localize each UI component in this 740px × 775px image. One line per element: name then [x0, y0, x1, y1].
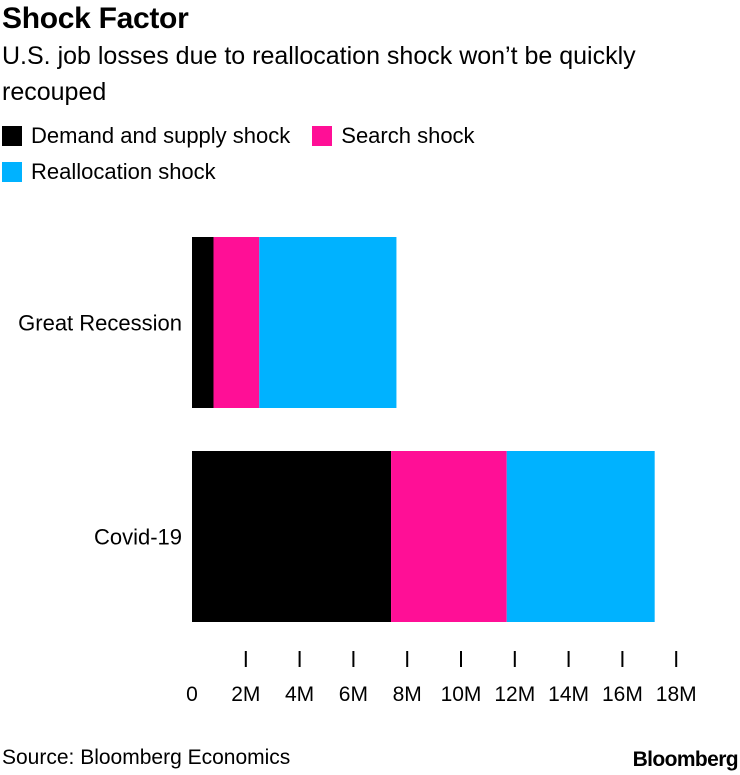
x-tick-label: 2M [231, 683, 260, 706]
x-tick-label: 12M [494, 683, 535, 706]
source-note: Source: Bloomberg Economics [2, 746, 291, 769]
bar-great-recession-demand-and-supply-shock [192, 237, 214, 408]
legend-label-search: Search shock [341, 123, 475, 148]
x-tick-label: 8M [393, 683, 422, 706]
x-tick-label: 4M [285, 683, 314, 706]
legend-swatch-search [312, 126, 333, 146]
legend-label-reallocation: Reallocation shock [31, 159, 216, 184]
bar-covid-19-demand-and-supply-shock [192, 451, 392, 622]
legend: Demand and supply shock Search shock Rea… [2, 118, 702, 190]
x-tick-label: 18M [656, 683, 697, 706]
x-tick-label: 6M [339, 683, 368, 706]
x-tick-label: 0 [186, 683, 198, 706]
chart-subtitle: U.S. job losses due to reallocation shoc… [2, 42, 636, 106]
bar-covid-19-search-shock [391, 451, 507, 622]
bloomberg-logo: Bloomberg [632, 748, 739, 771]
bar-covid-19-reallocation-shock [506, 451, 655, 622]
legend-label-demand-supply: Demand and supply shock [31, 123, 291, 148]
x-tick-label: 14M [548, 683, 589, 706]
legend-item-reallocation: Reallocation shock [2, 154, 216, 190]
legend-swatch-demand-supply [2, 126, 22, 146]
x-tick-label: 16M [602, 683, 643, 706]
legend-row-2: Reallocation shock [2, 154, 702, 190]
x-tick-label: 10M [441, 683, 482, 706]
bar-great-recession-search-shock [213, 237, 260, 408]
legend-row-1: Demand and supply shock Search shock [2, 118, 702, 154]
legend-swatch-reallocation [2, 162, 22, 182]
category-label-covid-19: Covid-19 [94, 525, 182, 550]
category-label-great-recession: Great Recession [18, 311, 182, 336]
chart-title: Shock Factor [2, 2, 189, 35]
legend-item-search: Search shock [312, 118, 475, 154]
bar-great-recession-reallocation-shock [259, 237, 397, 408]
legend-item-demand-supply: Demand and supply shock [2, 118, 290, 154]
